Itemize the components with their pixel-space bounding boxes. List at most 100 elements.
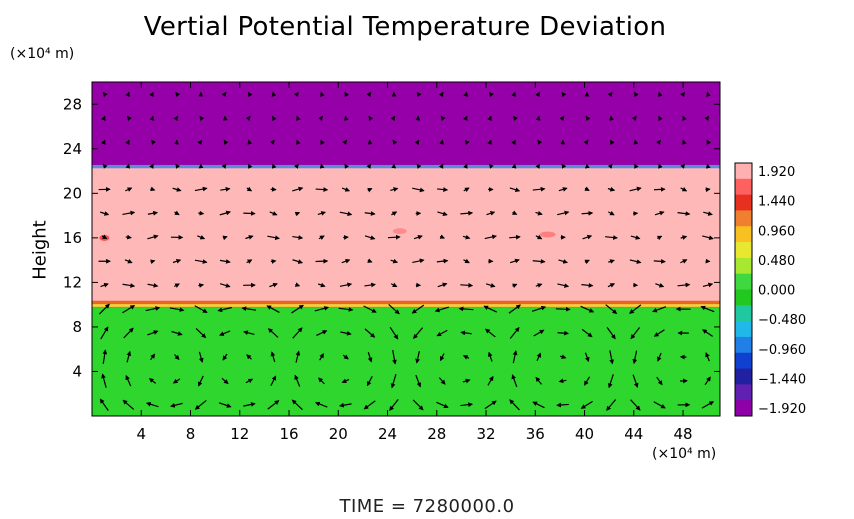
vector-arrow <box>339 211 353 217</box>
vector-arrow <box>219 259 231 264</box>
vector-arrow <box>100 326 109 340</box>
vector-arrow <box>511 163 517 169</box>
vector-arrow <box>486 211 496 216</box>
vector-arrow <box>535 91 540 98</box>
vector-arrow <box>318 235 325 240</box>
colorbar-swatch <box>735 242 752 259</box>
vector-arrow <box>126 115 132 122</box>
vector-arrow <box>657 352 662 362</box>
vector-arrow <box>439 139 444 145</box>
vector-arrow <box>438 377 446 385</box>
colorbar-swatch <box>735 273 752 290</box>
vector-arrow <box>343 115 349 121</box>
vector-arrow <box>194 186 208 192</box>
vector-arrow <box>294 374 301 387</box>
vector-arrow <box>172 378 181 384</box>
vector-arrow <box>294 211 301 217</box>
vector-arrow <box>701 401 715 409</box>
colorbar-swatch <box>735 226 752 243</box>
vector-arrow <box>367 258 373 263</box>
colorbar-swatch <box>735 352 752 370</box>
vector-arrow <box>316 330 328 336</box>
x-tick-label: 20 <box>329 425 348 443</box>
vector-arrow <box>171 330 183 336</box>
vector-arrow <box>366 163 372 169</box>
x-tick-label: 36 <box>526 425 545 443</box>
vector-arrow <box>267 400 280 410</box>
vector-arrow <box>317 211 326 216</box>
chart-title: Vertial Potential Temperature Deviation <box>143 12 667 42</box>
vector-arrow <box>100 211 110 216</box>
vector-arrow <box>411 304 425 314</box>
y-tick-label: 20 <box>63 184 82 202</box>
vector-arrow <box>390 374 397 389</box>
vector-arrow <box>169 307 185 312</box>
vector-arrow <box>557 330 569 336</box>
vector-arrow <box>198 210 205 216</box>
vector-arrow <box>532 259 546 264</box>
vector-arrow <box>102 91 108 98</box>
vector-arrow <box>605 235 618 240</box>
vector-arrow <box>246 186 253 192</box>
vector-arrow <box>487 139 492 145</box>
vector-arrow <box>607 374 614 389</box>
vector-arrow <box>267 328 279 338</box>
vector-arrow <box>270 375 277 387</box>
colorbar-label: 0.480 <box>758 254 795 269</box>
vector-arrow <box>704 376 711 386</box>
vector-arrow <box>101 234 108 240</box>
vector-arrow <box>463 91 468 97</box>
vector-arrow <box>485 283 496 288</box>
vector-arrow <box>366 376 373 387</box>
colorbar-swatch <box>735 368 752 385</box>
vector-arrow <box>412 187 425 193</box>
vector-arrow <box>123 327 134 339</box>
vector-arrow <box>147 234 159 240</box>
vector-arrow <box>582 234 593 240</box>
vector-arrow <box>463 187 470 193</box>
vector-arrow <box>581 282 594 288</box>
vector-arrow <box>680 235 688 240</box>
vector-arrow <box>391 211 398 216</box>
interface-band-upper <box>92 164 720 169</box>
vector-arrow <box>609 139 615 145</box>
vector-arrow <box>150 186 156 192</box>
vector-arrow <box>509 399 520 411</box>
vector-arrow <box>608 259 615 264</box>
vector-arrow <box>267 235 280 241</box>
vector-arrow <box>439 234 445 239</box>
vector-arrow <box>241 306 257 312</box>
vector-arrow <box>558 187 568 192</box>
vector-arrow <box>247 139 253 145</box>
vector-arrow <box>101 139 106 145</box>
vector-arrow <box>658 115 663 122</box>
vector-arrow <box>654 210 665 216</box>
vector-arrow <box>126 350 132 363</box>
vector-arrow <box>218 402 232 408</box>
colorbar-swatch <box>735 257 752 275</box>
vector-arrow <box>512 283 518 289</box>
vector-arrow <box>487 351 493 362</box>
vector-arrow <box>364 211 376 216</box>
vector-arrow <box>580 400 593 409</box>
vector-arrow <box>706 91 711 97</box>
vector-arrow <box>341 187 350 192</box>
vector-arrow <box>341 378 350 383</box>
vector-arrow <box>487 115 492 121</box>
vector-arrow <box>295 350 301 363</box>
vector-arrow <box>440 115 446 122</box>
vector-arrow <box>291 304 304 314</box>
vector-arrow <box>416 163 422 169</box>
vector-arrow <box>700 305 715 313</box>
colorbar-label: −1.440 <box>758 372 806 387</box>
vector-arrow <box>634 91 639 98</box>
vector-arrow <box>338 402 352 408</box>
vector-arrow <box>271 163 277 169</box>
vector-arrow <box>150 353 156 361</box>
vector-arrow <box>150 259 156 265</box>
vector-arrow <box>607 283 616 288</box>
vector-arrow <box>677 211 691 216</box>
vector-arrow <box>272 115 277 122</box>
vector-arrow <box>294 163 299 169</box>
